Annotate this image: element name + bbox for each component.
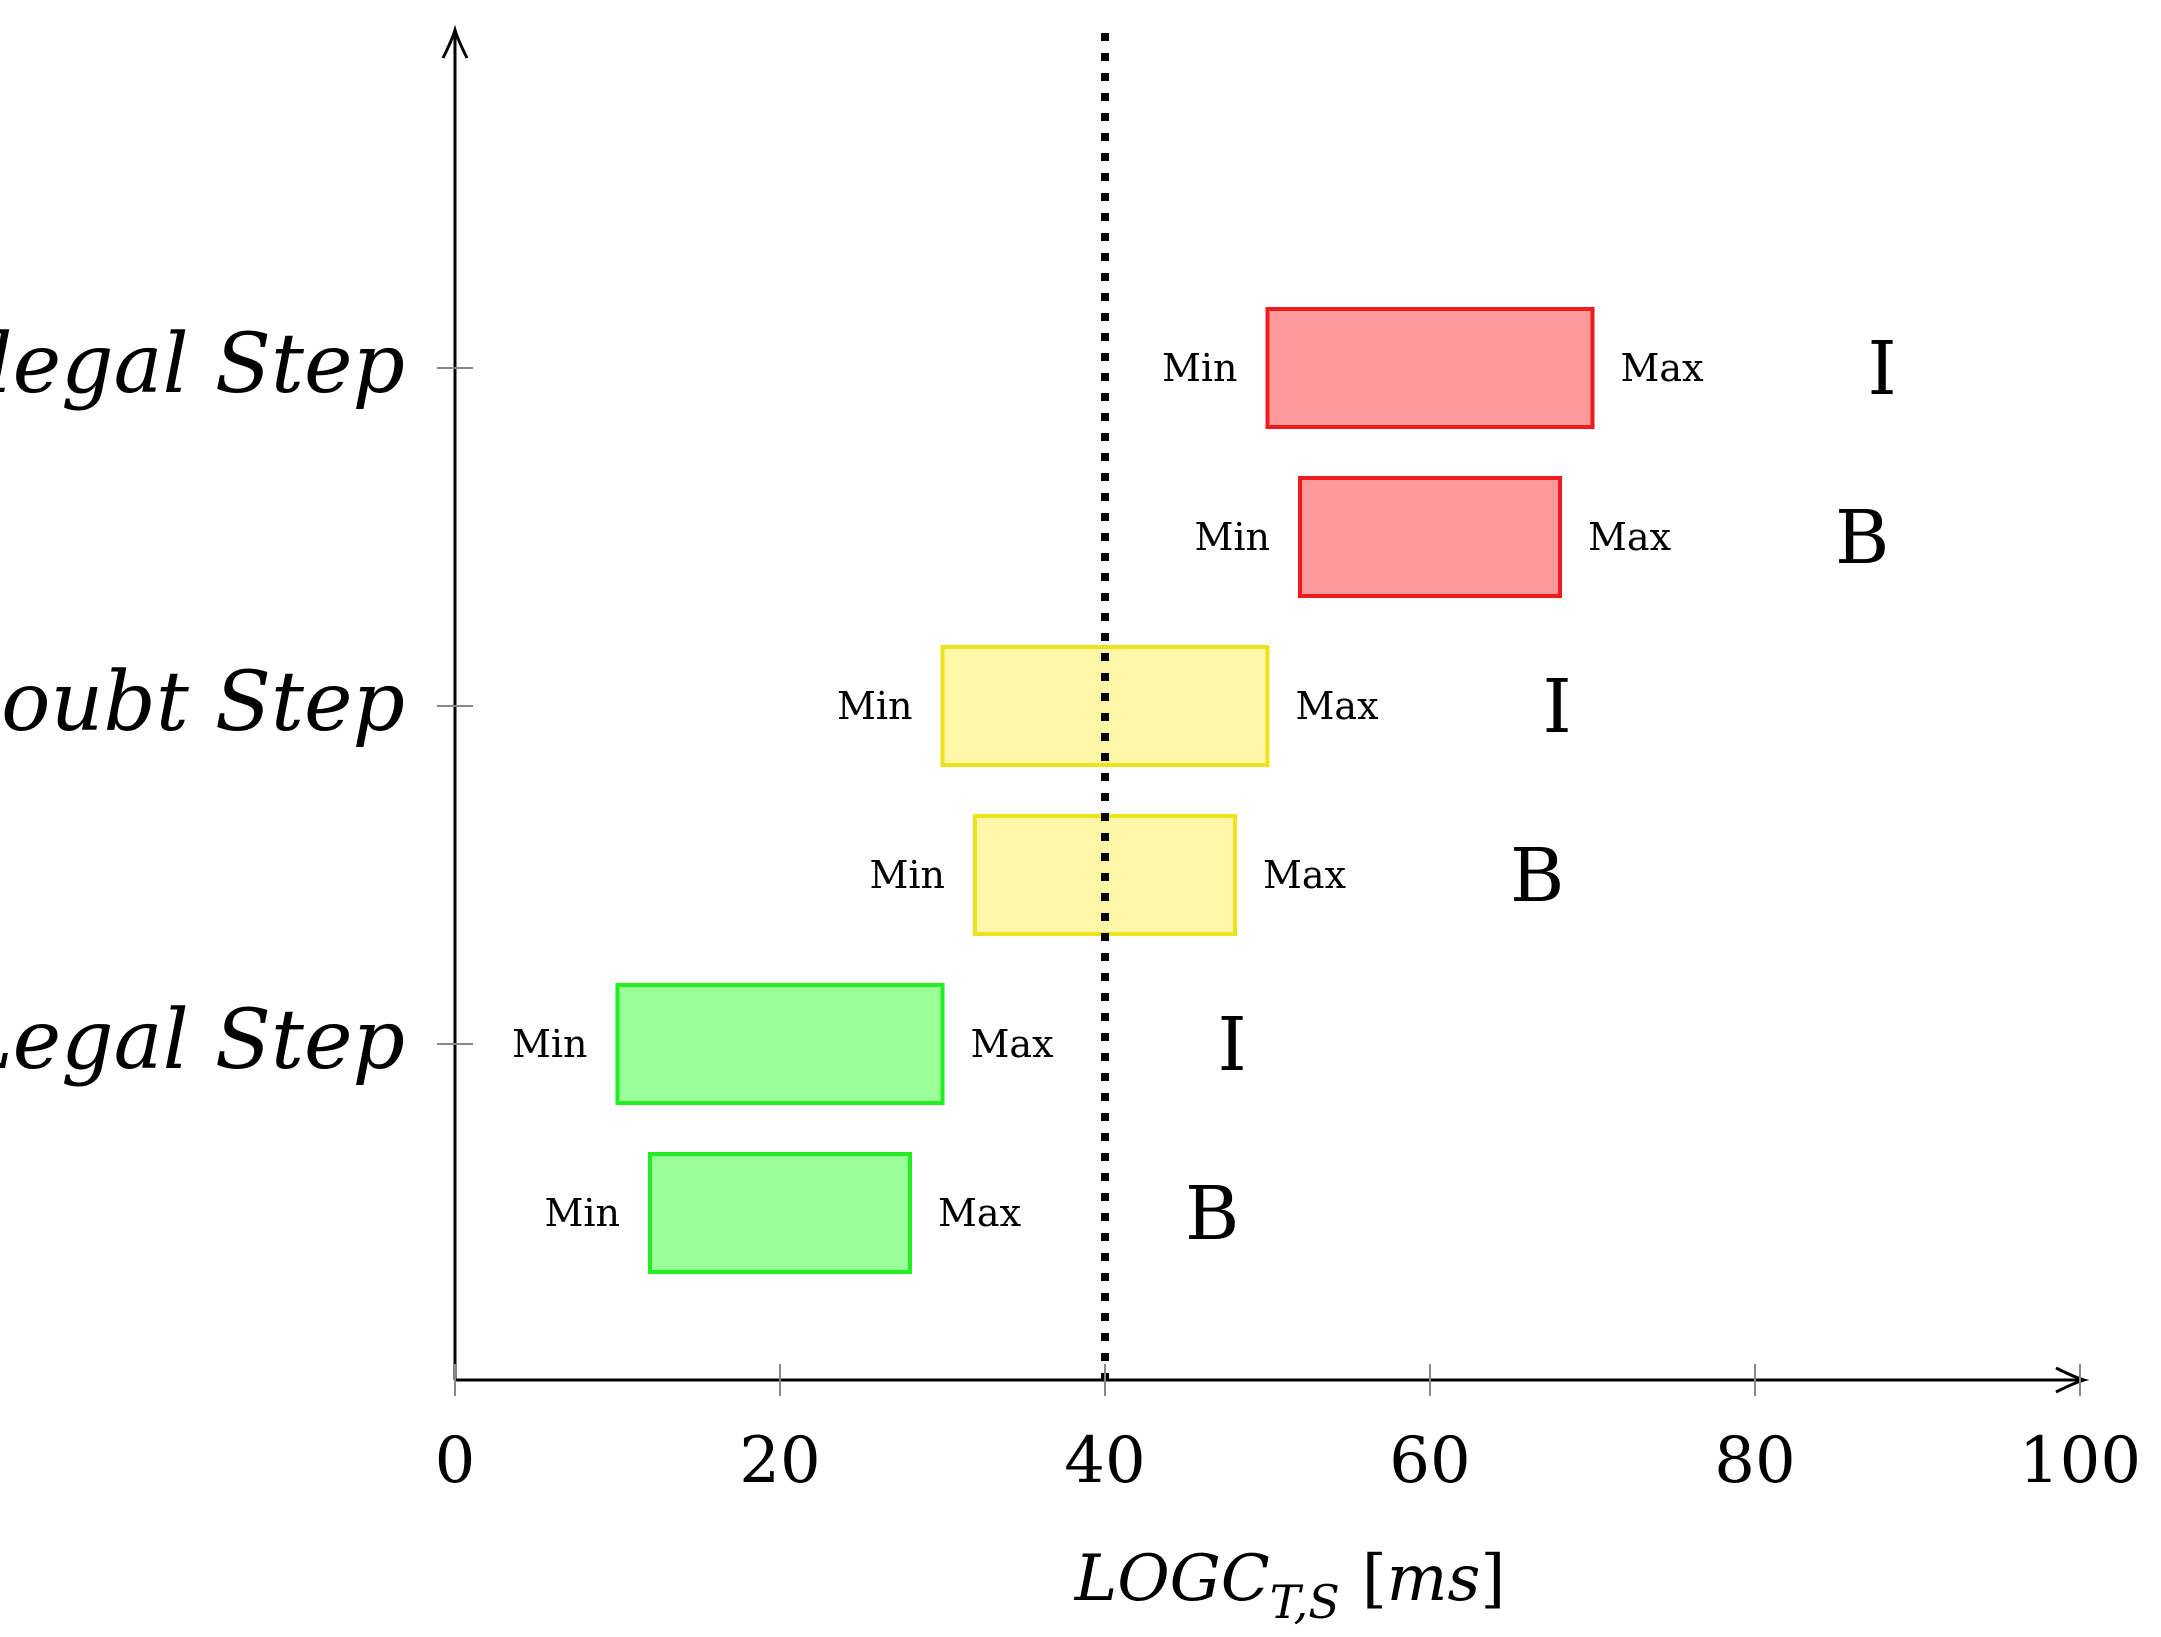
min-label: Min [869,853,945,897]
min-label: Min [1162,346,1238,390]
range-bar-doubt-step-i [940,645,1270,767]
series-label: B [1185,1171,1239,1257]
series-label: B [1510,833,1564,919]
range-bar-illegal-step-i [1265,307,1595,429]
category-label-doubt-step: Doubt Step [0,655,405,750]
range-bar-legal-step-b [648,1152,912,1274]
max-label: Max [938,1191,1021,1235]
min-label: Min [1194,515,1270,559]
min-label: Min [837,684,913,728]
range-bar-legal-step-i [615,983,945,1105]
max-label: Max [1263,853,1346,897]
x-tick-label: 60 [1389,1424,1470,1498]
x-tick-label: 40 [1064,1424,1145,1498]
x-tick-label: 0 [435,1424,476,1498]
max-label: Max [1296,684,1379,728]
x-axis-arrow [2055,1366,2090,1394]
max-label: Max [971,1022,1054,1066]
x-tick-label: 20 [739,1424,820,1498]
axes-layer [437,24,2090,1396]
category-label-illegal-step: Illegal Step [0,317,405,412]
labels-layer: Min Max I Min Max B Min Max I Min Max B Min Max I Min Ma… [0,317,2141,1498]
bars-layer [615,307,1595,1274]
x-axis-title-subscript: T,S [1270,1575,1340,1629]
series-label: I [1868,326,1897,412]
x-axis-title-unit-close: ] [1480,1542,1505,1616]
y-axis-arrow [441,24,469,59]
min-label: Min [544,1191,620,1235]
x-axis-title-unit-open: [ [1362,1542,1387,1616]
x-axis-title-unit: ms [1387,1542,1481,1616]
series-label: I [1218,1002,1247,1088]
series-label: I [1543,664,1572,750]
series-label: B [1835,495,1889,581]
x-axis-title-main: LOGC [1074,1542,1270,1616]
min-label: Min [512,1022,588,1066]
x-tick-label: 100 [2019,1424,2141,1498]
max-label: Max [1621,346,1704,390]
x-tick-label: 80 [1714,1424,1795,1498]
range-bar-illegal-step-b [1298,476,1562,598]
category-label-legal-step: Legal Step [0,993,405,1088]
max-label: Max [1588,515,1671,559]
x-axis-title: LOGCT,S [ms] [1074,1542,1506,1629]
